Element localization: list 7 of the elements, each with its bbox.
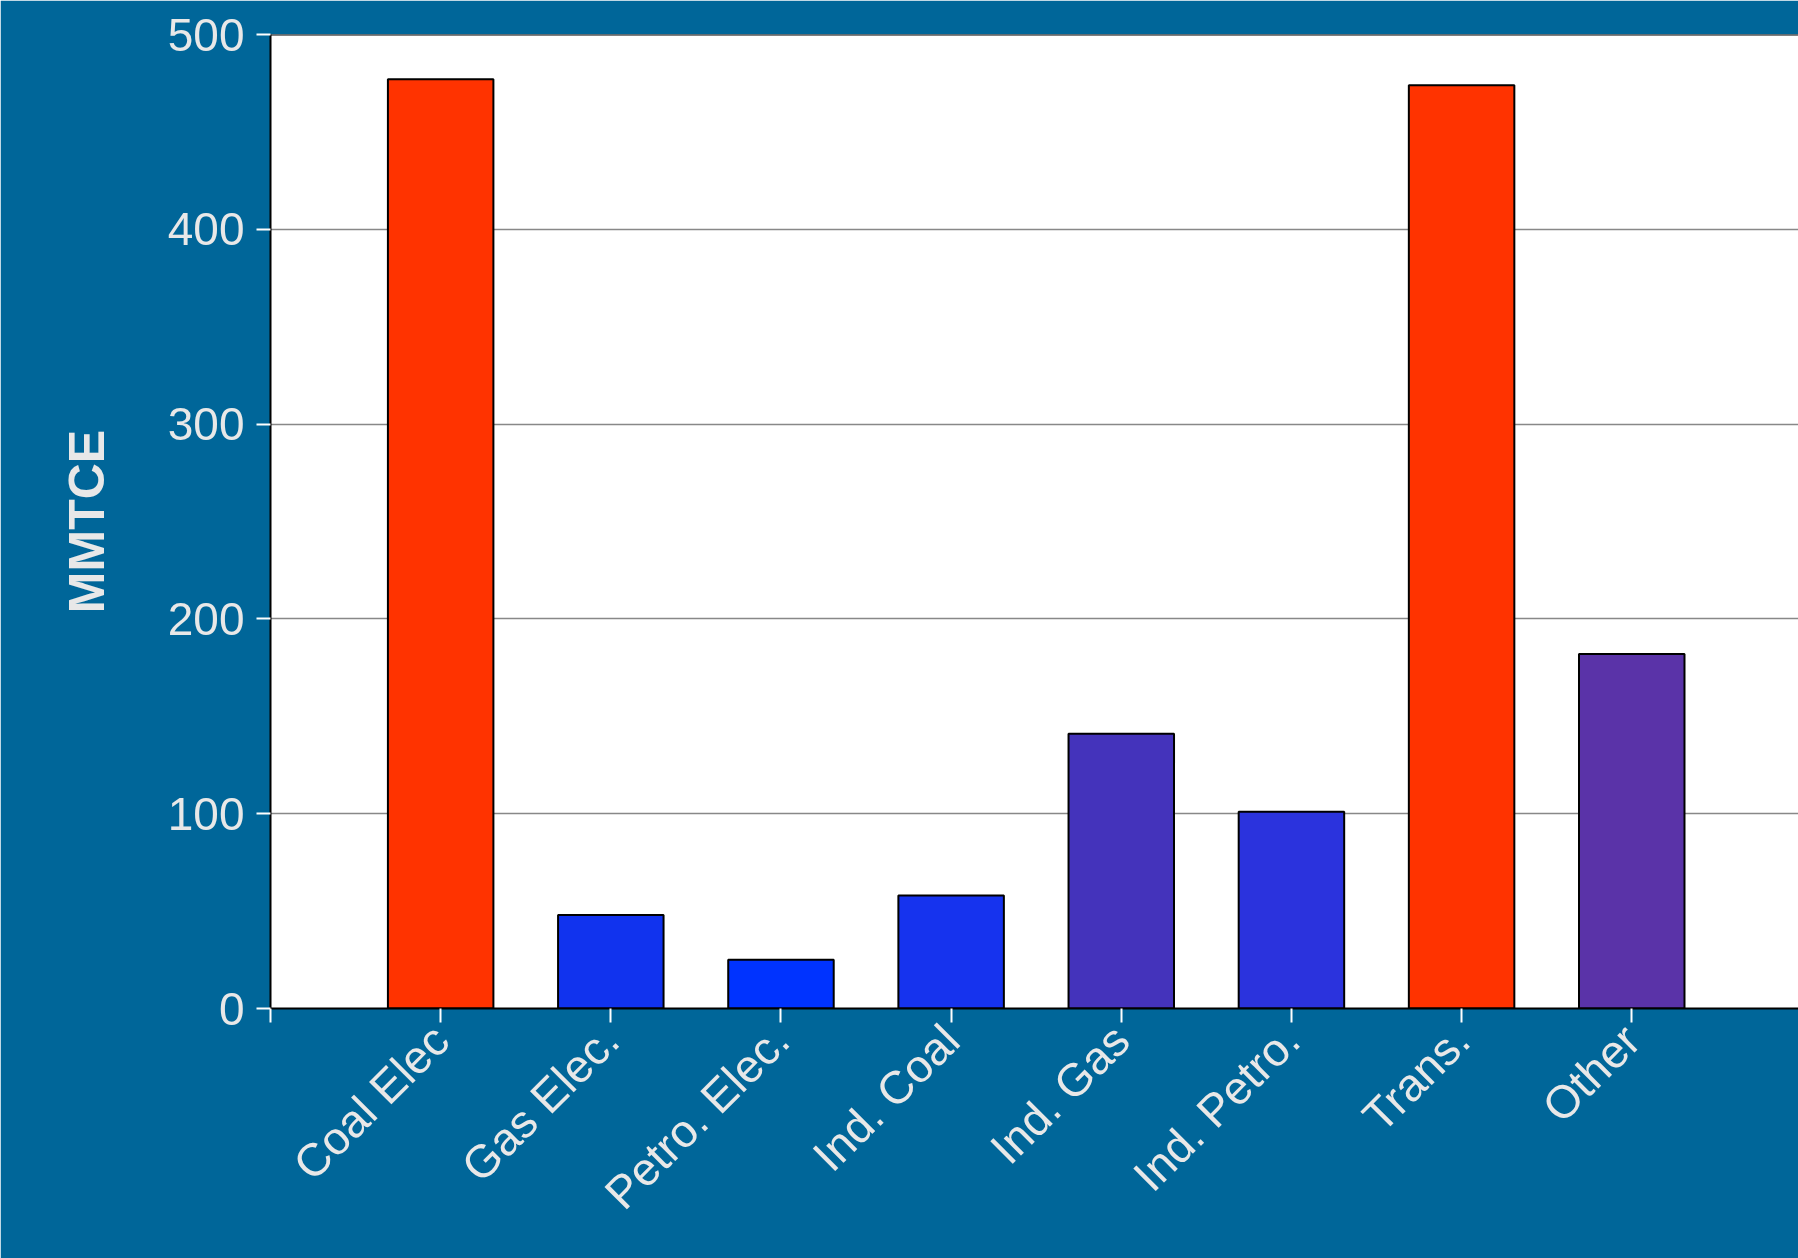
y-tick-label: 500 <box>167 8 245 61</box>
y-tick-label: 400 <box>167 203 245 256</box>
y-tick-label: 0 <box>218 982 245 1035</box>
y-tick-label: 300 <box>167 398 245 451</box>
y-axis-title: MMTCE <box>58 429 115 614</box>
y-tick-label: 200 <box>167 592 245 645</box>
y-tick-label: 100 <box>167 787 245 840</box>
